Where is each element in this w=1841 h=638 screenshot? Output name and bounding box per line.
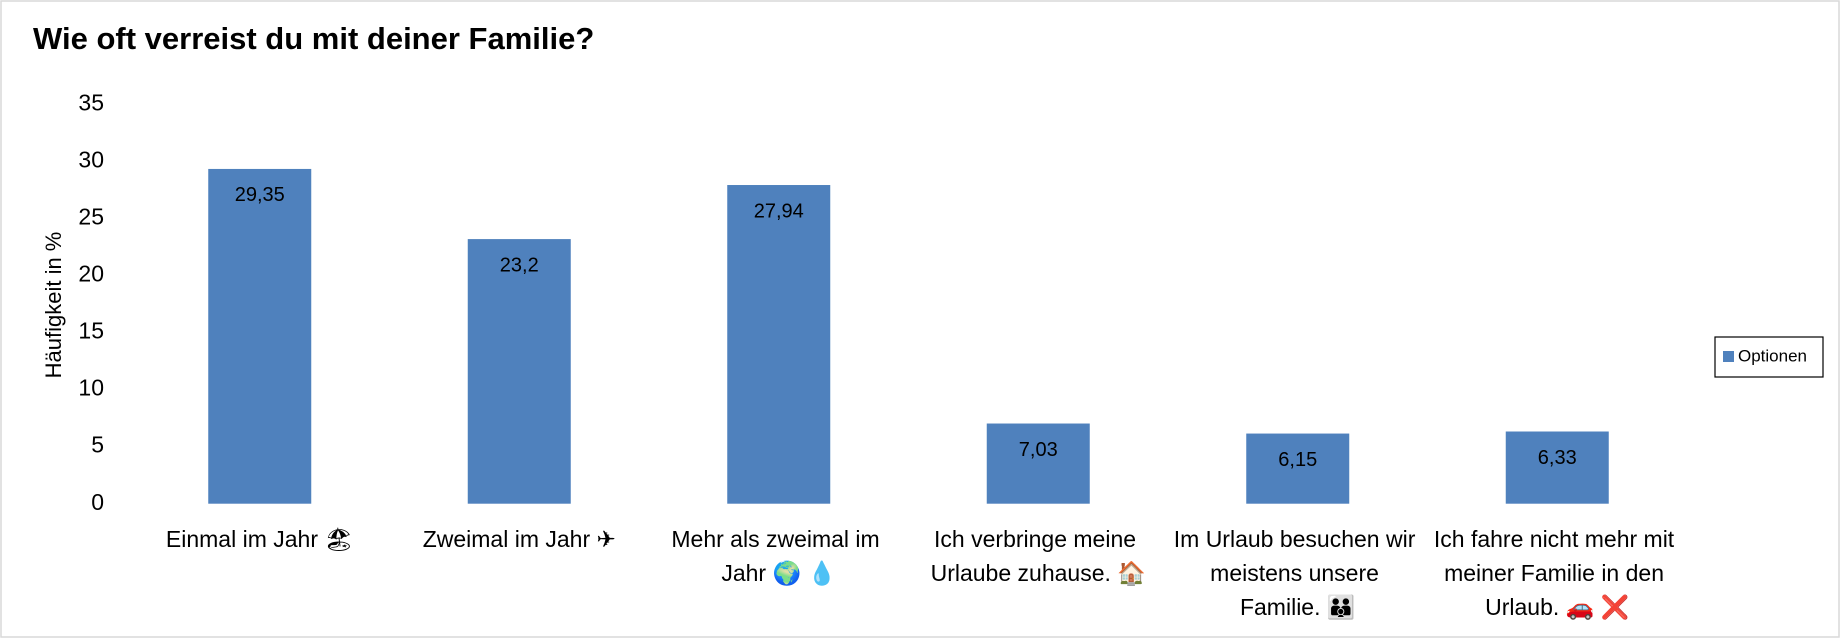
bar bbox=[208, 168, 312, 504]
data-label: 6,15 bbox=[1278, 449, 1317, 471]
x-tick-label: Im Urlaub besuchen wir meistens unsere F… bbox=[1174, 526, 1422, 621]
x-tick-label: Mehr als zweimal im Jahr 🌍 💧 bbox=[671, 526, 886, 587]
y-tick-label: 35 bbox=[78, 90, 104, 116]
bar bbox=[727, 185, 831, 504]
data-label: 23,2 bbox=[500, 254, 539, 276]
y-tick-label: 10 bbox=[78, 375, 104, 401]
y-axis-label: Häufigkeit in % bbox=[41, 232, 66, 379]
y-tick-label: 25 bbox=[78, 204, 104, 230]
y-tick-label: 30 bbox=[78, 147, 104, 173]
data-label: 29,35 bbox=[235, 184, 285, 206]
bar bbox=[1246, 433, 1350, 504]
data-label: 6,33 bbox=[1538, 447, 1577, 469]
x-tick-label: Einmal im Jahr 🏖 bbox=[166, 526, 354, 552]
y-tick-label: 15 bbox=[78, 318, 104, 344]
data-label: 7,03 bbox=[1019, 439, 1058, 461]
bar bbox=[467, 239, 571, 504]
x-tick-label: Ich fahre nicht mehr mit meiner Familie … bbox=[1434, 526, 1681, 621]
y-tick-label: 0 bbox=[91, 489, 104, 515]
x-tick-label: Ich verbringe meine Urlaube zuhause. 🏠 bbox=[931, 526, 1146, 587]
bar bbox=[1505, 431, 1609, 504]
y-tick-label: 5 bbox=[91, 432, 104, 458]
legend-swatch bbox=[1723, 351, 1734, 362]
x-tick-label: Zweimal im Jahr ✈ bbox=[423, 526, 616, 552]
y-tick-label: 20 bbox=[78, 261, 104, 287]
bar bbox=[986, 423, 1090, 504]
data-label: 27,94 bbox=[754, 200, 804, 222]
chart-title: Wie oft verreist du mit deiner Familie? bbox=[33, 21, 594, 56]
legend-label: Optionen bbox=[1738, 346, 1807, 365]
